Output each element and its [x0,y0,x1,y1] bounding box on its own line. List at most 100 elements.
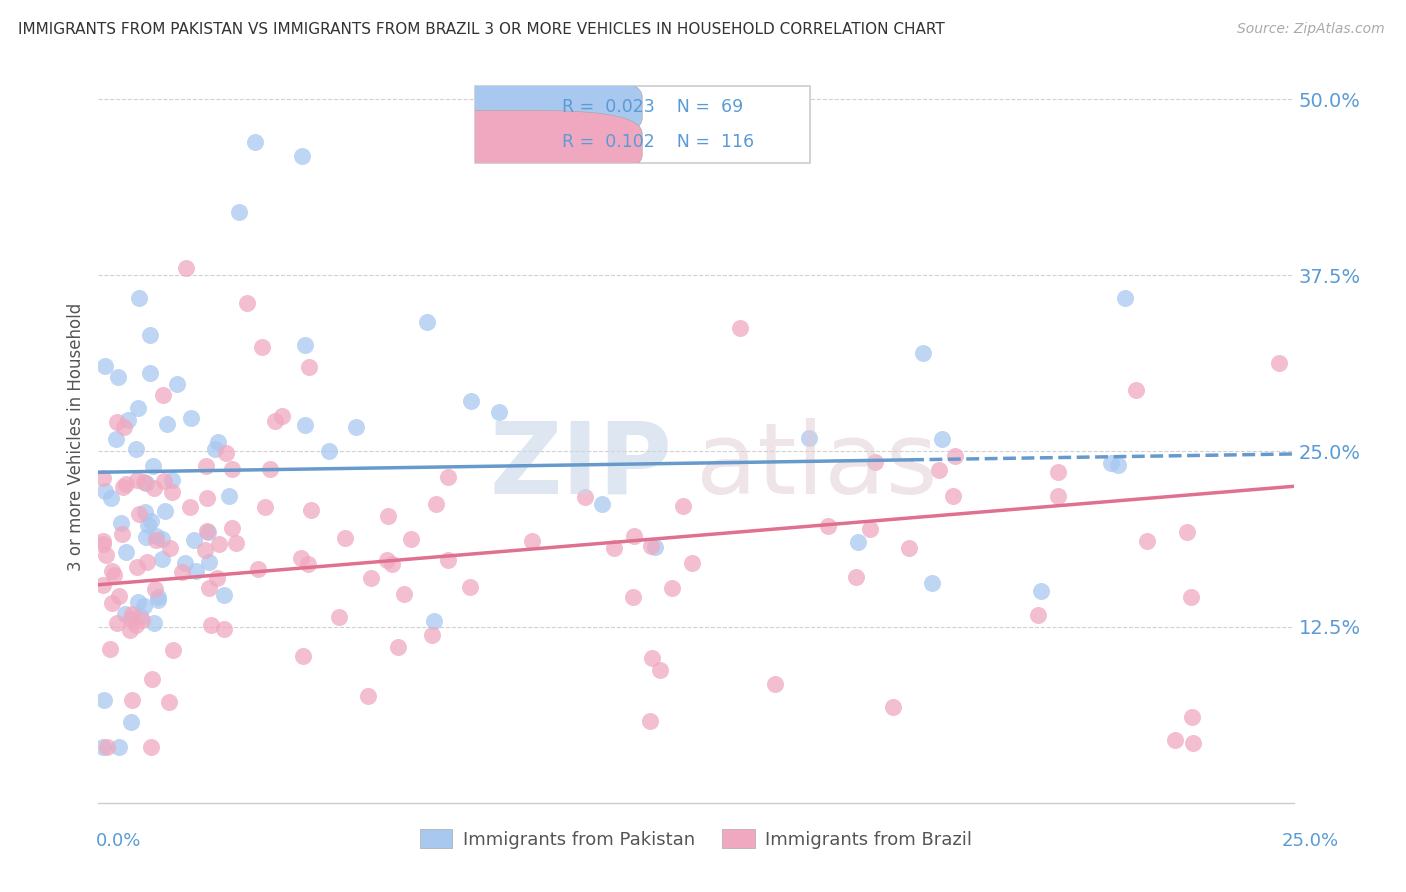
Point [488,405,510,419]
Point [214,588,236,602]
Point [437,469,460,483]
Point [139,328,162,343]
Point [931,432,953,446]
Point [1268,356,1291,370]
Point [112,420,135,434]
Text: IMMIGRANTS FROM PAKISTAN VS IMMIGRANTS FROM BRAZIL 3 OR MORE VEHICLES IN HOUSEHO: IMMIGRANTS FROM PAKISTAN VS IMMIGRANTS F… [18,22,945,37]
Point [728,321,751,335]
Point [641,651,664,665]
Point [942,489,965,503]
Point [254,500,277,514]
Point [644,540,666,554]
Point [132,475,155,489]
Point [142,481,165,495]
Point [212,622,235,636]
Point [661,581,683,595]
Point [153,504,176,518]
Y-axis label: 3 or more Vehicles in Household: 3 or more Vehicles in Household [66,303,84,571]
Point [294,338,316,352]
Point [141,514,163,528]
Point [344,419,367,434]
Point [1177,524,1199,539]
Text: atlas: atlas [696,417,938,515]
Point [143,582,166,596]
Point [94,548,117,562]
Point [117,413,139,427]
Point [648,663,671,677]
Point [333,531,356,545]
Point [290,550,312,565]
Point [243,135,266,149]
Point [1026,607,1049,622]
Point [114,607,136,621]
Point [159,541,181,555]
Point [221,462,243,476]
Point [460,394,482,409]
Point [623,528,645,542]
Point [458,580,481,594]
Point [108,589,131,603]
Point [100,564,122,578]
Point [156,417,179,432]
Point [591,497,613,511]
Point [423,614,446,628]
Point [150,532,173,546]
Point [107,616,129,631]
Point [179,500,201,514]
Point [91,471,114,485]
Point [259,462,281,476]
Point [125,442,148,456]
Point [110,516,132,531]
Point [1180,590,1202,604]
Point [174,556,197,570]
Point [128,291,150,305]
Point [104,432,127,446]
Point [121,693,143,707]
Point [120,714,142,729]
Point [845,570,868,584]
Point [392,587,415,601]
Point [127,401,149,415]
Point [195,459,218,474]
Point [250,340,273,354]
Point [139,366,162,380]
Point [603,541,626,556]
Point [103,568,125,582]
Point [898,541,921,555]
Point [98,642,121,657]
Point [195,491,218,505]
Point [263,414,285,428]
Point [1046,489,1069,503]
Point [218,489,240,503]
Point [328,610,350,624]
Point [387,640,409,654]
Point [134,599,156,613]
Point [166,376,188,391]
Point [135,530,157,544]
Point [125,617,148,632]
Point [121,607,143,621]
Point [198,555,221,569]
Point [357,689,380,703]
Point [921,575,943,590]
Point [131,613,153,627]
Point [197,524,219,539]
Point [204,442,226,456]
Point [162,643,184,657]
Point [170,565,193,579]
Point [115,477,138,491]
Point [928,463,950,477]
Point [318,444,340,458]
Point [105,415,128,429]
Point [911,345,934,359]
Point [160,484,183,499]
Point [1164,732,1187,747]
Point [139,739,162,754]
Point [1114,292,1136,306]
Point [91,536,114,550]
Point [377,508,399,523]
Point [399,533,422,547]
Point [422,628,444,642]
Point [425,498,447,512]
Point [416,315,439,329]
